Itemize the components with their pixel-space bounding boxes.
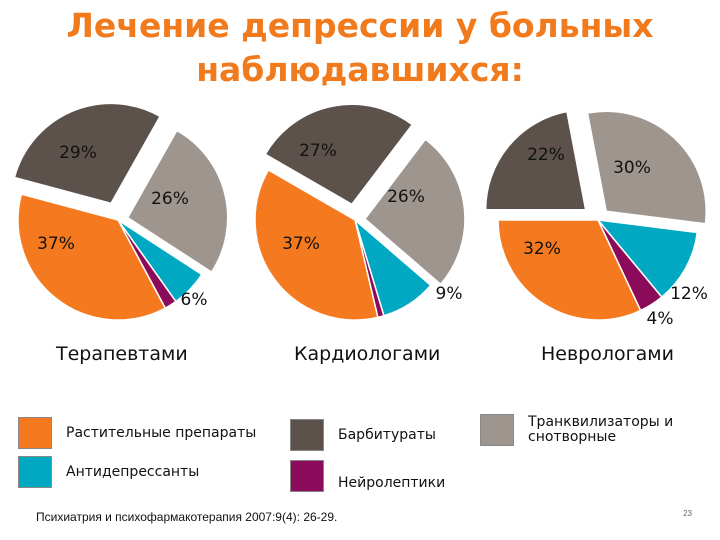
pie-label-0-antidepressants: 6% bbox=[181, 290, 208, 310]
pie-label-1-herbal: 37% bbox=[282, 234, 320, 254]
pie-label-1-tranquilizers: 26% bbox=[387, 187, 425, 207]
pie-slice-2-barbiturates bbox=[484, 110, 587, 211]
legend-item-tranquilizers: Транквилизаторы и снотворные bbox=[480, 414, 673, 446]
legend-swatch-antidepressants bbox=[18, 456, 52, 488]
legend-swatch-neuroleptics bbox=[290, 460, 324, 492]
pie-slice-2-tranquilizers bbox=[586, 110, 707, 225]
pie-label-2-herbal: 32% bbox=[523, 239, 561, 259]
legend-label-herbal: Растительные препараты bbox=[66, 424, 257, 441]
legend-swatch-herbal bbox=[18, 417, 52, 449]
pie-slice-2-antidepressants bbox=[596, 219, 699, 299]
chart-caption-cardiologists: Кардиологами bbox=[294, 343, 441, 365]
legend-swatch-barbiturates bbox=[290, 419, 324, 451]
legend-label-tranquilizers-line2: снотворные bbox=[528, 429, 617, 445]
pie-slice-0-tranquilizers bbox=[126, 129, 229, 274]
pie-label-2-antidepressants: 12% bbox=[670, 284, 708, 304]
legend-label-neuroleptics: Нейролептики bbox=[338, 474, 446, 491]
pie-0: 29% 26% 6% 37% bbox=[13, 102, 229, 321]
page-title: Лечение депрессии у больных наблюдавшихс… bbox=[66, 6, 654, 89]
legend-label-tranquilizers-line1: Транквилизаторы и bbox=[528, 414, 674, 430]
pie-label-0-tranquilizers: 26% bbox=[151, 189, 189, 209]
pie-label-0-herbal: 37% bbox=[37, 234, 75, 254]
pie-slice-1-barbiturates bbox=[264, 103, 414, 206]
pie-slice-2-herbal bbox=[497, 219, 642, 321]
pie-label-1-barbiturates: 27% bbox=[299, 141, 337, 161]
legend-item-neuroleptics: Нейролептики bbox=[290, 460, 445, 492]
legend-label-tranquilizers: Транквилизаторы и снотворные bbox=[528, 415, 673, 445]
pie-label-0-barbiturates: 29% bbox=[59, 143, 97, 163]
legend-item-antidepressants: Антидепрессанты bbox=[18, 456, 199, 488]
pie-1: 27% 26% 9% 37% bbox=[254, 103, 466, 321]
chart-caption-therapists: Терапевтами bbox=[56, 343, 188, 365]
pie-label-2-tranquilizers: 30% bbox=[613, 158, 651, 178]
pie-slice-1-tranquilizers bbox=[363, 138, 466, 286]
chart-caption-neurologists: Неврологами bbox=[541, 343, 674, 365]
pie-label-2-neuroleptics: 4% bbox=[647, 309, 674, 329]
pie-slice-0-herbal bbox=[17, 193, 167, 321]
page-number: 23 bbox=[683, 509, 692, 518]
pie-2: 22% 30% 12% 4% 32% bbox=[484, 110, 708, 329]
legend-item-barbiturates: Барбитураты bbox=[290, 419, 436, 451]
legend-label-barbiturates: Барбитураты bbox=[338, 426, 436, 443]
pie-slice-0-barbiturates bbox=[13, 102, 162, 205]
legend-item-herbal: Растительные препараты bbox=[18, 417, 256, 449]
legend-label-antidepressants: Антидепрессанты bbox=[66, 463, 200, 480]
source-citation: Психиатрия и психофармакотерапия 2007:9(… bbox=[36, 510, 338, 524]
pie-slice-1-herbal bbox=[254, 168, 379, 321]
pie-label-1-antidepressants: 9% bbox=[436, 284, 463, 304]
pie-label-2-barbiturates: 22% bbox=[527, 145, 565, 165]
legend-swatch-tranquilizers bbox=[480, 414, 514, 446]
